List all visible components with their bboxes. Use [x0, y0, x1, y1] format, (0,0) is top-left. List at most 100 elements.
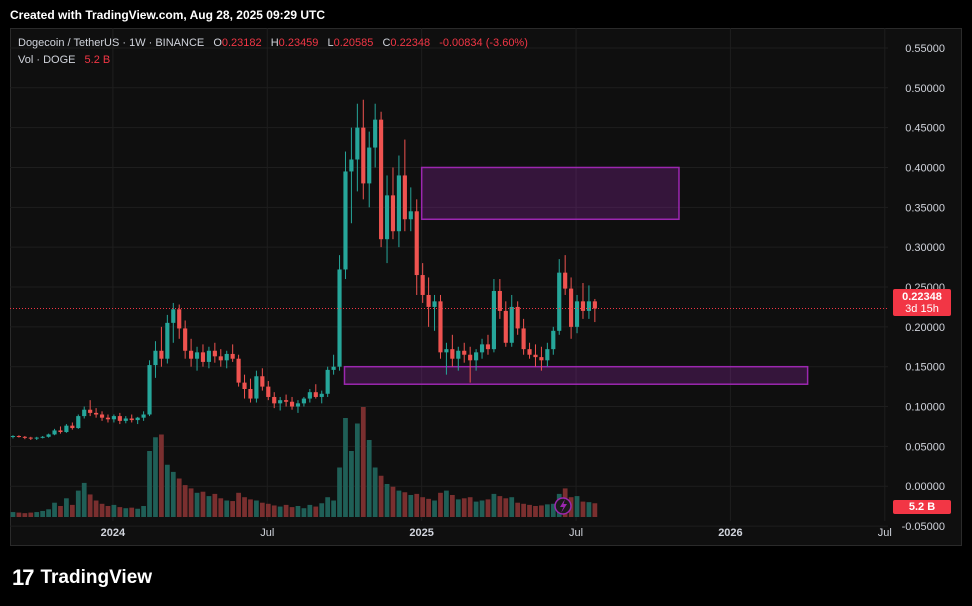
- volume-bar: [159, 434, 164, 517]
- volume-bar: [16, 512, 22, 517]
- volume-bar: [574, 496, 580, 517]
- volume-label[interactable]: Vol · DOGE: [18, 54, 76, 66]
- candle-body: [574, 301, 580, 327]
- candle-body: [307, 392, 312, 399]
- price-chart[interactable]: 0.55000 0.50000 0.45000 0.40000 0.35000 0.300…: [10, 28, 962, 546]
- zone-box: [343, 365, 809, 385]
- candle-body: [123, 418, 128, 421]
- volume-bar: [34, 512, 40, 517]
- y-tick-label: 0.10000: [905, 402, 945, 414]
- volume-bar: [248, 499, 253, 517]
- high-label: H: [270, 37, 279, 49]
- candle-body: [76, 416, 81, 429]
- volume-bar: [265, 503, 271, 517]
- candle-body: [384, 195, 390, 240]
- volume-bar: [521, 503, 526, 517]
- low-value: 0.20585: [333, 37, 374, 49]
- candle-body: [206, 350, 211, 362]
- volume-row: Vol · DOGE 5.2 B: [18, 52, 528, 69]
- last-price-tag: 0.22348 3d 15h: [893, 289, 951, 316]
- candle-body: [491, 290, 496, 350]
- volume-value: 5.2 B: [84, 54, 111, 66]
- candle-body: [224, 353, 229, 361]
- volume-bar: [432, 500, 437, 517]
- y-tick-label: 0.50000: [905, 83, 945, 95]
- candle-body: [527, 349, 532, 355]
- candle-body: [533, 354, 538, 358]
- chart-caption: Created with TradingView.com, Aug 28, 20…: [10, 8, 325, 22]
- volume-bar: [117, 507, 123, 517]
- candle-body: [355, 127, 360, 160]
- volume-bar: [550, 503, 556, 517]
- candle-body: [563, 272, 568, 289]
- candle-body: [337, 269, 342, 367]
- tradingview-logo[interactable]: 17 TradingView: [12, 565, 152, 591]
- candle-body: [373, 119, 378, 148]
- candle-body: [58, 430, 63, 433]
- volume-bar: [224, 500, 230, 517]
- y-tick-label: 0.40000: [905, 162, 945, 174]
- volume-bar: [194, 492, 200, 517]
- candle-body: [82, 409, 87, 417]
- zone-box: [420, 166, 680, 221]
- volume-bar: [52, 502, 57, 517]
- tradingview-logo-mark: 17: [12, 565, 35, 590]
- volume-bar: [206, 496, 212, 517]
- volume-bar: [218, 498, 224, 517]
- volume-bar: [230, 501, 236, 517]
- volume-bar: [378, 475, 384, 517]
- candle-body: [70, 425, 75, 429]
- volume-bar: [111, 504, 117, 517]
- volume-bar: [301, 508, 307, 517]
- volume-bar: [75, 490, 81, 517]
- volume-bar: [491, 493, 497, 517]
- open-label: O: [213, 37, 222, 49]
- candle-body: [278, 400, 283, 404]
- volume-bar: [580, 501, 586, 517]
- open-value: 0.23182: [221, 37, 262, 49]
- candle-body: [40, 436, 45, 438]
- volume-bar: [586, 502, 592, 517]
- volume-bar: [384, 484, 390, 517]
- countdown-label: 3d 15h: [905, 303, 939, 315]
- volume-bar: [485, 499, 491, 517]
- volume-bar: [349, 451, 354, 517]
- candle-body: [177, 309, 182, 329]
- symbol-label[interactable]: Dogecoin / TetherUS · 1W · BINANCE: [18, 37, 205, 49]
- candle-body: [426, 294, 431, 307]
- candle-body: [94, 412, 99, 415]
- volume-bar: [360, 407, 366, 517]
- candle-body: [289, 401, 295, 407]
- candle-body: [99, 414, 105, 418]
- high-value: 0.23459: [278, 37, 319, 49]
- volume-bar: [539, 505, 544, 517]
- y-tick-label: -0.05000: [902, 521, 945, 533]
- candle-body: [396, 175, 401, 232]
- volume-bar: [254, 500, 259, 517]
- candle-body: [105, 417, 111, 420]
- candle-body: [420, 275, 425, 295]
- x-tick-label: 2025: [409, 527, 433, 539]
- candle-body: [515, 306, 520, 329]
- close-value: 0.22348: [390, 37, 431, 49]
- volume-bar: [408, 495, 414, 517]
- volume-bar: [147, 451, 152, 517]
- volume-bar: [449, 495, 455, 517]
- y-tick-label: 0.55000: [905, 43, 945, 55]
- candle-body: [539, 357, 544, 361]
- volume-bar: [319, 503, 325, 517]
- candle-body: [46, 434, 51, 437]
- volume-bar: [93, 500, 99, 517]
- candle-body: [22, 436, 27, 438]
- candle-body: [212, 350, 217, 357]
- volume-bar: [200, 491, 206, 517]
- last-price-value: 0.22348: [902, 291, 942, 303]
- volume-bar: [170, 471, 176, 517]
- candle-body: [218, 356, 223, 361]
- candle-body: [141, 414, 146, 418]
- candle-body: [230, 353, 235, 359]
- lightning-icon[interactable]: [554, 497, 572, 515]
- candle-body: [432, 301, 437, 307]
- y-tick-label: 0.05000: [905, 441, 945, 453]
- volume-bar: [176, 478, 182, 517]
